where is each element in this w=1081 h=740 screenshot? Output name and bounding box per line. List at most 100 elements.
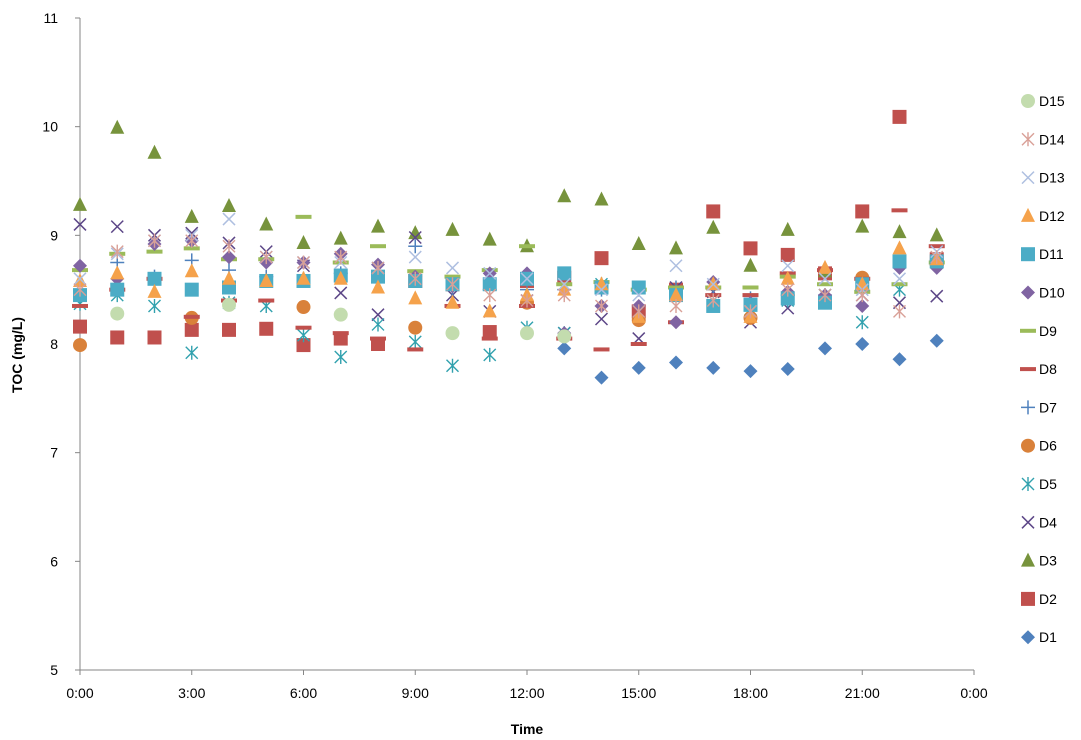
data-point	[855, 298, 870, 313]
legend-marker	[1021, 94, 1035, 108]
data-point	[296, 338, 311, 353]
series-d9	[72, 214, 945, 294]
data-point	[445, 294, 460, 309]
data-point	[632, 288, 646, 302]
data-point	[222, 297, 236, 312]
x-tick-label: 21:00	[845, 685, 880, 701]
legend-label: D9	[1039, 323, 1057, 339]
data-point	[781, 259, 795, 273]
data-point	[557, 188, 572, 203]
data-point	[631, 236, 646, 251]
legend-label: D5	[1039, 476, 1057, 492]
data-point	[557, 266, 572, 281]
points-layer	[72, 109, 945, 385]
data-point	[146, 249, 163, 254]
data-point	[892, 109, 907, 124]
data-point	[183, 246, 200, 251]
data-point	[891, 282, 908, 287]
data-point	[110, 330, 125, 345]
data-point	[855, 315, 869, 330]
legend-item-d9: D9	[1020, 323, 1057, 339]
legend-marker	[1021, 132, 1035, 147]
data-point	[780, 247, 795, 262]
data-point	[371, 279, 385, 294]
series-d11	[73, 254, 944, 313]
data-point	[258, 298, 275, 303]
x-tick-label: 15:00	[621, 685, 656, 701]
data-point	[855, 337, 870, 351]
data-point	[483, 266, 497, 280]
data-point	[148, 298, 161, 313]
data-point	[222, 197, 236, 212]
y-tick-label: 5	[50, 662, 58, 678]
data-point	[296, 300, 311, 315]
legend-label: D8	[1039, 361, 1057, 377]
data-point	[73, 319, 87, 334]
data-point	[928, 244, 945, 249]
data-point	[295, 325, 312, 330]
data-point	[706, 293, 720, 308]
y-axis-title: TOC (mg/L)	[9, 317, 25, 393]
data-point	[332, 331, 349, 336]
y-tick-label: 8	[50, 336, 58, 352]
series-d5	[73, 255, 944, 373]
data-point	[407, 347, 424, 352]
data-point	[222, 212, 236, 226]
data-point	[73, 272, 87, 287]
legend-item-d4: D4	[1021, 514, 1057, 530]
data-point	[780, 270, 795, 285]
data-point	[370, 336, 386, 341]
legend-label: D1	[1039, 629, 1057, 645]
data-point	[408, 250, 422, 264]
data-point	[594, 312, 609, 326]
data-point	[742, 293, 759, 298]
y-tick-label: 10	[42, 119, 58, 135]
data-point	[333, 230, 348, 245]
data-point	[855, 288, 869, 303]
data-point	[148, 233, 161, 248]
data-point	[743, 241, 758, 256]
legend-label: D12	[1039, 208, 1065, 224]
series-d12	[73, 240, 944, 323]
data-point	[147, 283, 162, 298]
data-point	[73, 338, 87, 353]
series-d7	[73, 239, 944, 306]
y-tick-label: 6	[50, 553, 58, 569]
data-point	[408, 271, 422, 286]
data-point	[743, 364, 758, 379]
data-point	[520, 326, 534, 341]
data-point	[110, 220, 124, 234]
legend-marker	[1021, 285, 1035, 300]
data-point	[184, 263, 199, 278]
data-point	[334, 286, 348, 300]
data-point	[334, 350, 348, 365]
legend-marker	[1021, 207, 1035, 222]
series-d1	[557, 333, 944, 385]
data-point	[780, 221, 795, 236]
data-point	[669, 315, 683, 330]
data-point	[371, 260, 385, 275]
data-point	[408, 239, 423, 254]
legend-item-d1: D1	[1021, 629, 1057, 645]
data-point	[110, 119, 125, 134]
data-point	[110, 265, 125, 280]
data-point	[184, 282, 199, 297]
data-point	[297, 255, 310, 270]
data-point	[296, 234, 311, 249]
data-point	[371, 308, 385, 322]
data-point	[482, 303, 497, 318]
data-point	[818, 259, 832, 274]
legend-label: D6	[1039, 438, 1057, 454]
legend-item-d2: D2	[1021, 591, 1057, 607]
data-point	[110, 244, 124, 259]
data-point	[706, 204, 721, 219]
x-tick-label: 3:00	[178, 685, 205, 701]
data-point	[408, 334, 422, 349]
data-point	[370, 244, 386, 249]
data-point	[891, 208, 908, 213]
legend-label: D4	[1039, 514, 1057, 530]
data-point	[818, 341, 832, 356]
data-point	[481, 336, 498, 341]
data-point	[295, 214, 312, 219]
legend-marker	[1021, 171, 1035, 185]
